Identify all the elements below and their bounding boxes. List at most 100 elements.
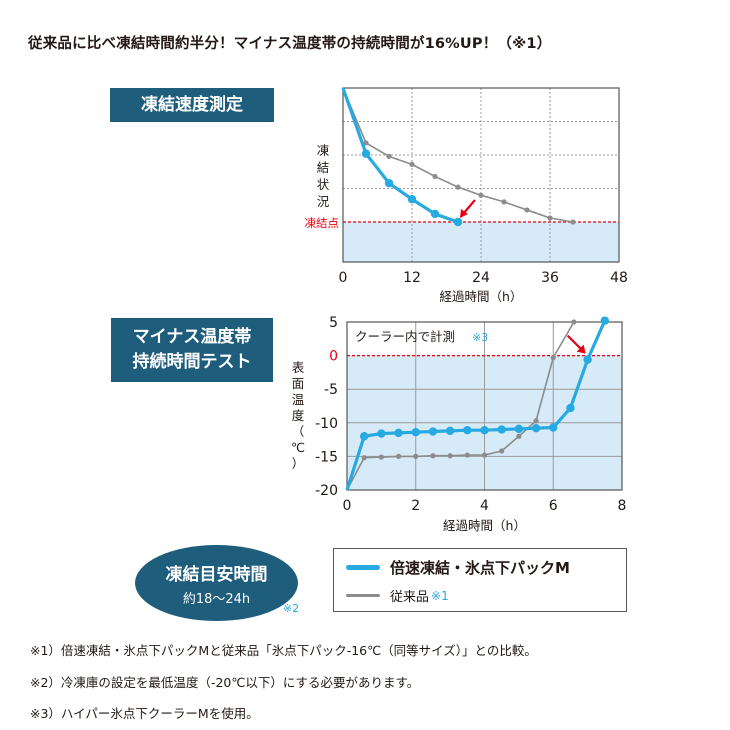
data-point-old: [478, 192, 484, 198]
data-point-new: [531, 423, 541, 433]
arrow-shaft: [566, 334, 583, 351]
y-axis-label-char: 状: [317, 177, 330, 192]
x-tick-label: 6: [549, 498, 558, 514]
data-point-new: [445, 426, 455, 436]
headline: 従来品に比べ凍結時間約半分！マイナス温度帯の持続時間が16%UP！（※1）: [28, 36, 552, 52]
data-point-old: [571, 319, 577, 325]
y-axis-label-char: 度: [292, 408, 305, 423]
x-tick-label: 36: [541, 270, 559, 286]
data-point-new: [453, 217, 463, 227]
legend: 倍速凍結・氷点下パックM 従来品 ※1: [333, 548, 627, 612]
x-tick-label: 8: [618, 498, 627, 514]
data-point-old: [455, 184, 461, 190]
y-tick-label: -20: [315, 483, 338, 499]
data-point-old: [386, 153, 392, 159]
data-point-old: [499, 448, 505, 454]
data-point-old: [361, 455, 367, 461]
y-axis-label-char: 結: [317, 160, 330, 175]
data-point-old: [516, 433, 522, 439]
arrow-head: [576, 344, 586, 354]
y-axis-label-char: ）: [292, 456, 305, 471]
data-point-old: [524, 207, 530, 213]
y-axis-label-char: 表: [292, 360, 305, 375]
data-point-new: [566, 403, 575, 413]
y-tick-label: 5: [329, 315, 338, 331]
data-point-old: [464, 452, 470, 458]
data-point-new: [497, 425, 506, 434]
data-point-old: [550, 355, 556, 361]
y-axis-label-char: （: [292, 424, 305, 439]
data-point-new: [583, 355, 592, 364]
data-point-new: [407, 195, 417, 204]
x-axis-label: 経過時間（h）: [440, 289, 523, 302]
data-point-new: [428, 427, 438, 436]
x-tick-label: 12: [403, 270, 421, 286]
data-point-new: [600, 316, 610, 325]
data-point-new: [359, 432, 369, 441]
data-point-old: [570, 219, 576, 225]
data-point-new: [394, 428, 403, 438]
legend-swatch-new: [346, 565, 380, 570]
data-point-old: [430, 453, 436, 459]
legend-item-old: 従来品 ※1: [346, 586, 449, 605]
x-tick-label: 0: [339, 270, 348, 286]
footnote-2: ※2）冷凍庫の設定を最低温度（-20℃以下）にする必要があります。: [30, 675, 420, 690]
y-tick-label: -5: [324, 382, 338, 398]
data-point-new: [549, 423, 558, 432]
data-point-new: [463, 425, 472, 435]
arrow-head: [460, 209, 468, 218]
data-point-old: [447, 453, 453, 459]
data-point-old: [481, 452, 488, 458]
data-point-old: [363, 140, 369, 146]
x-tick-label: 4: [480, 498, 489, 514]
chart2-label-line2: 持続時間テスト: [132, 352, 252, 372]
badge-note: ※2: [283, 602, 300, 615]
chart2-label-line1: マイナス温度帯: [132, 327, 252, 348]
y-axis-label-char: 凍: [317, 143, 330, 158]
legend-label-old: 従来品: [390, 590, 430, 605]
y-tick-label: 0: [329, 349, 338, 365]
plot-annotation-note: ※3: [472, 331, 488, 344]
footnote-1: ※1）倍速凍結・氷点下パックMと従来品「氷点下パック-16℃（同等サイズ）」との…: [30, 643, 537, 658]
data-point-new: [514, 424, 524, 434]
y-tick-label: -10: [315, 416, 338, 432]
freezing-point-label: 凍結点: [305, 216, 340, 230]
x-tick-label: 48: [610, 270, 628, 286]
y-axis-label-char: ℃: [291, 440, 305, 455]
data-point-old: [547, 215, 553, 221]
data-point-new: [411, 428, 420, 437]
freezing-time-badge: 凍結目安時間 約18〜24h: [135, 545, 298, 621]
legend-item-new: 倍速凍結・氷点下パックM: [346, 557, 570, 578]
badge-subtitle: 約18〜24h: [182, 591, 251, 607]
data-point-new: [384, 178, 394, 188]
plot-frame: [346, 321, 623, 491]
data-point-new: [430, 209, 440, 219]
data-point-old: [432, 173, 438, 180]
x-tick-label: 0: [343, 498, 352, 514]
data-point-new: [377, 429, 386, 438]
plot-annotation: クーラー内で計測: [355, 329, 455, 344]
x-axis-label: 経過時間（h）: [443, 518, 526, 533]
chart2-label: マイナス温度帯 持続時間テスト: [111, 318, 273, 382]
legend-swatch-old: [346, 594, 380, 597]
data-point-old: [409, 161, 415, 167]
data-point-old: [378, 454, 384, 460]
chart1-label: 凍結速度測定: [110, 88, 274, 122]
series-line-new: [345, 320, 607, 491]
badge-title: 凍結目安時間: [165, 564, 268, 585]
series-line-old: [342, 87, 574, 223]
chart1-label-text: 凍結速度測定: [141, 94, 243, 115]
legend-note-old: ※1: [431, 588, 449, 603]
data-point-new: [361, 149, 371, 158]
x-tick-label: 2: [411, 498, 420, 514]
data-point-old: [533, 418, 539, 424]
y-axis-label-char: 面: [292, 376, 305, 391]
arrow-shaft: [462, 199, 476, 215]
y-axis-label-char: 温: [292, 392, 305, 407]
plot-frame: [342, 87, 620, 263]
legend-label-new: 倍速凍結・氷点下パックM: [390, 559, 570, 577]
data-point-old: [501, 199, 507, 205]
y-axis-label-char: 況: [317, 194, 330, 209]
